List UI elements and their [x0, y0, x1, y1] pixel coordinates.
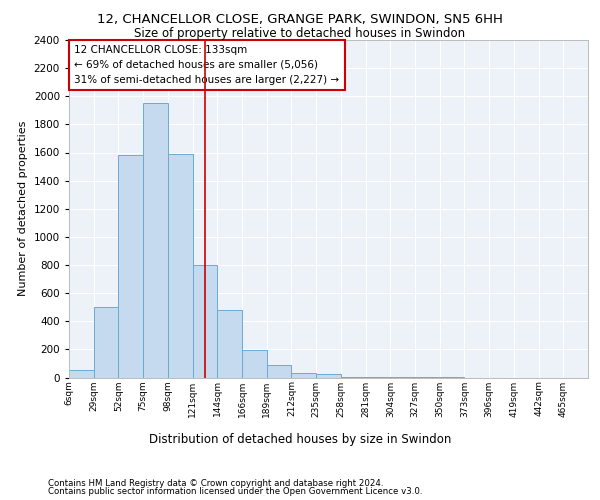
Bar: [217, 310, 242, 378]
Text: Distribution of detached houses by size in Swindon: Distribution of detached houses by size …: [149, 432, 451, 446]
Bar: [267, 365, 292, 378]
Text: Size of property relative to detached houses in Swindon: Size of property relative to detached ho…: [134, 28, 466, 40]
Text: Contains public sector information licensed under the Open Government Licence v3: Contains public sector information licen…: [48, 487, 422, 496]
Bar: [69, 370, 94, 378]
Bar: [143, 104, 168, 378]
Bar: [94, 307, 118, 378]
Text: 12 CHANCELLOR CLOSE: 133sqm
← 69% of detached houses are smaller (5,056)
31% of : 12 CHANCELLOR CLOSE: 133sqm ← 69% of det…: [74, 45, 340, 84]
Y-axis label: Number of detached properties: Number of detached properties: [18, 121, 28, 296]
Bar: [242, 350, 267, 378]
Bar: [168, 154, 193, 378]
Bar: [193, 265, 217, 378]
Bar: [292, 372, 316, 378]
Bar: [118, 156, 143, 378]
Bar: [316, 374, 341, 378]
Text: 12, CHANCELLOR CLOSE, GRANGE PARK, SWINDON, SN5 6HH: 12, CHANCELLOR CLOSE, GRANGE PARK, SWIND…: [97, 12, 503, 26]
Text: Contains HM Land Registry data © Crown copyright and database right 2024.: Contains HM Land Registry data © Crown c…: [48, 478, 383, 488]
Bar: [341, 377, 365, 378]
